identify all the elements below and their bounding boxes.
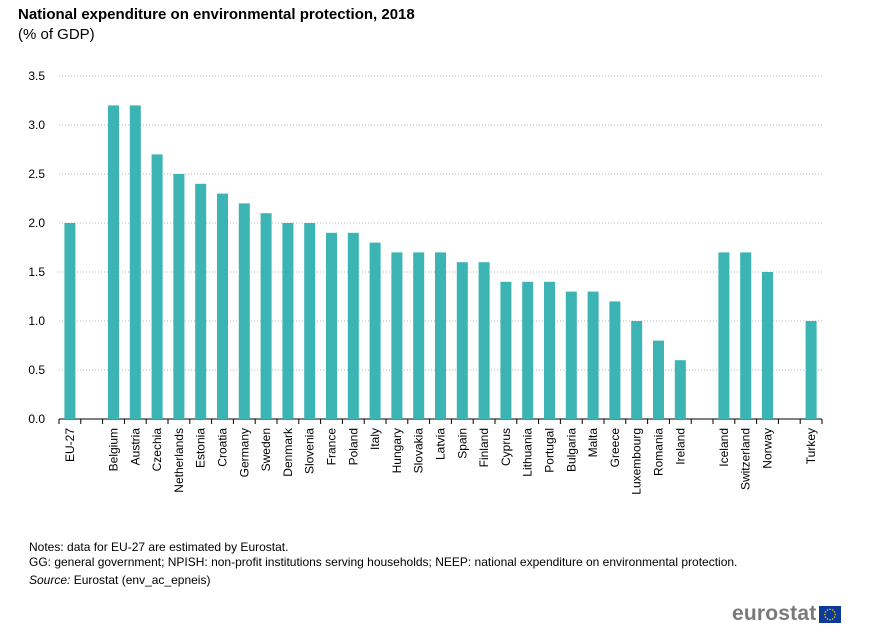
bar [413, 252, 425, 419]
note-line-1: Notes: data for EU-27 are estimated by E… [29, 540, 289, 554]
flag-star [834, 613, 837, 615]
x-tick-label: Denmark [281, 427, 295, 477]
x-tick-label: Turkey [804, 428, 818, 464]
x-tick-label: Greece [608, 428, 622, 468]
x-tick-label: Slovakia [412, 428, 426, 474]
x-tick-label: Romania [652, 428, 666, 476]
bar [391, 252, 403, 419]
x-tick-label: Belgium [107, 428, 121, 471]
x-tick-label: Ireland [673, 428, 687, 465]
x-tick-label: Germany [237, 428, 251, 477]
source-line: Source: Eurostat (env_ac_epneis) [29, 573, 789, 588]
y-tick-label: 3.0 [28, 118, 45, 132]
x-tick-label: Sweden [259, 428, 273, 471]
x-tick-label: Austria [128, 428, 142, 466]
y-tick-label: 1.5 [28, 265, 45, 279]
bar-chart: 0.0 0.5 1.0 1.5 2.0 2.5 3.0 3.5 EU-27 Belgium Aust… [28, 69, 823, 495]
x-tick-label: France [325, 428, 339, 466]
bar [609, 301, 621, 419]
flag-star [827, 608, 829, 611]
x-tick-label: Estonia [194, 428, 208, 468]
x-tick-label: EU-27 [63, 428, 77, 462]
chart-subtitle: (% of GDP) [18, 26, 95, 43]
source-label: Source: [29, 573, 71, 587]
bar [108, 105, 119, 420]
bar [347, 232, 359, 419]
x-tick-label: Portugal [543, 428, 557, 473]
bar [282, 223, 294, 419]
x-tick-label: Norway [761, 428, 775, 469]
bar [238, 203, 250, 419]
flag-star [829, 618, 832, 620]
x-tick-label: Malta [586, 428, 600, 458]
x-tick-label: Latvia [434, 428, 448, 460]
bar [151, 154, 163, 419]
flag-star [825, 615, 827, 618]
bar [369, 242, 381, 419]
y-tick-label: 3.5 [28, 69, 45, 83]
eurostat-logo-text: eurostat [732, 602, 817, 625]
bar [587, 291, 599, 419]
bar [718, 252, 730, 419]
flag-star [827, 617, 829, 620]
y-tick-label: 0.5 [28, 363, 45, 377]
bar [631, 321, 643, 419]
source-text: Eurostat (env_ac_epneis) [73, 573, 211, 587]
x-tick-label: Hungary [390, 428, 404, 473]
flag-star [832, 608, 834, 611]
bar [500, 281, 512, 419]
bar [456, 262, 468, 419]
bar [195, 183, 207, 419]
y-tick-label: 2.0 [28, 216, 45, 230]
chart-notes: Notes: data for EU-27 are estimated by E… [29, 540, 789, 588]
x-tick-label: Bulgaria [564, 428, 578, 472]
x-tick-label: Netherlands [172, 428, 186, 493]
bar [805, 321, 817, 419]
flag-star [834, 610, 836, 613]
bar [762, 272, 773, 419]
flag-star [825, 610, 827, 613]
y-tick-label: 2.5 [28, 167, 45, 181]
flag-star [829, 608, 832, 610]
bar [674, 360, 686, 419]
bar [173, 174, 185, 419]
bar [129, 105, 141, 420]
flag-star [824, 613, 827, 615]
x-tick-label: Italy [368, 428, 382, 450]
x-tick-label: Czechia [150, 428, 164, 472]
x-tick-label: Switzerland [739, 428, 753, 490]
y-tick-label: 0.0 [28, 412, 45, 426]
x-tick-label: Finland [477, 428, 491, 467]
x-tick-label: Slovenia [303, 428, 317, 474]
bar [565, 291, 577, 419]
x-tick-label: Cyprus [499, 428, 513, 466]
x-tick-label: Lithuania [521, 428, 535, 477]
bar [64, 223, 76, 419]
bar [478, 262, 490, 419]
bar [435, 252, 446, 419]
bar [522, 281, 534, 419]
x-tick-label: Croatia [216, 428, 230, 467]
eurostat-logo: eurostat [732, 602, 842, 625]
x-tick-label: Spain [455, 428, 469, 459]
note-line-2: GG: general government; NPISH: non-profi… [29, 555, 738, 569]
bar [326, 232, 337, 419]
bar [653, 340, 664, 419]
y-tick-label: 1.0 [28, 314, 45, 328]
bar [740, 252, 752, 419]
flag-background [819, 605, 842, 623]
x-tick-label: Luxembourg [630, 428, 644, 495]
flag-star [832, 617, 834, 620]
x-tick-label: Poland [346, 428, 360, 465]
bar [260, 213, 272, 419]
bar [217, 193, 228, 419]
bar [304, 223, 316, 419]
chart-title: National expenditure on environmental pr… [18, 6, 415, 23]
eu-flag-icon [819, 605, 842, 623]
x-tick-label: Iceland [717, 428, 731, 467]
bar [544, 281, 555, 419]
flag-star [834, 615, 836, 618]
